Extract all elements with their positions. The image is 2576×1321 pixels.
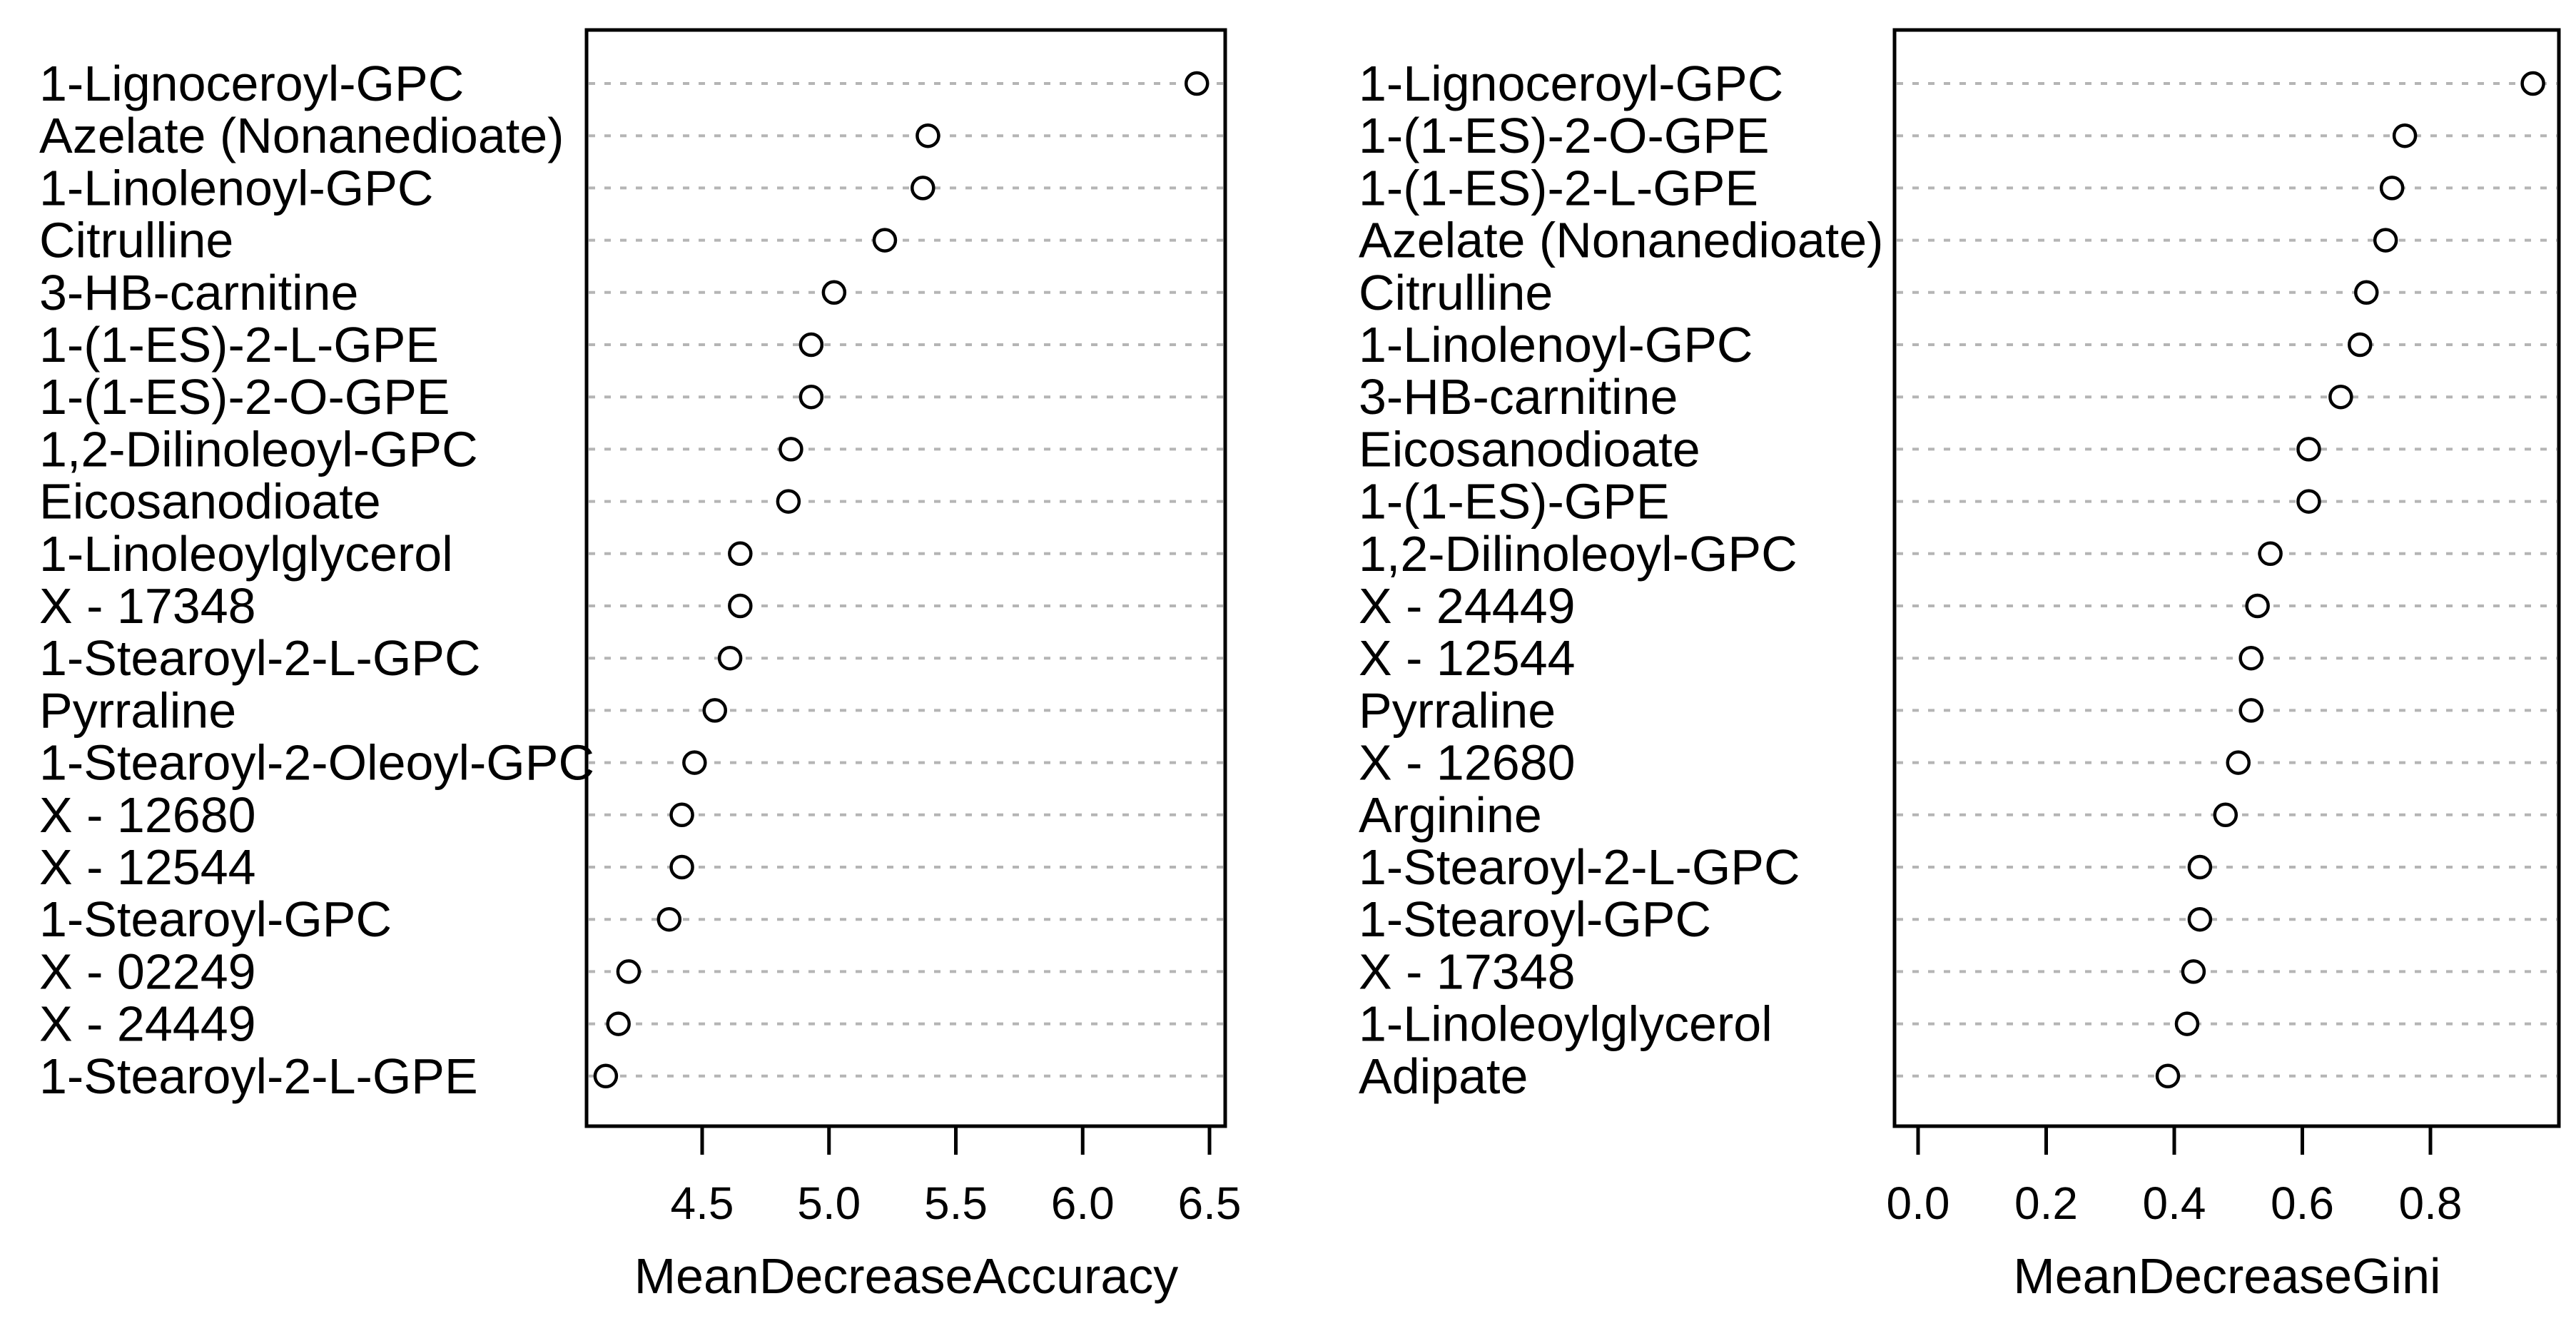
data-point xyxy=(798,384,824,410)
category-label: 1,2-Dilinoleoyl-GPC xyxy=(1359,526,1797,582)
category-label: Eicosanodioate xyxy=(1359,421,1700,477)
category-label: X - 24449 xyxy=(1359,578,1576,634)
category-label: 3-HB-carnitine xyxy=(39,265,358,320)
data-point xyxy=(2226,750,2251,775)
data-point xyxy=(2187,906,2213,932)
category-label: X - 12680 xyxy=(39,787,256,843)
data-point xyxy=(728,593,753,619)
data-point xyxy=(911,176,935,201)
data-point xyxy=(779,437,803,462)
x-axis-tick-label: 5.0 xyxy=(797,1178,861,1229)
category-label: Pyrraline xyxy=(39,682,236,738)
category-label: Azelate (Nonanedioate) xyxy=(1359,213,1883,268)
data-point xyxy=(2213,802,2238,828)
data-point xyxy=(2181,959,2206,984)
data-point xyxy=(2245,593,2270,619)
x-axis-tick-label: 4.5 xyxy=(671,1178,734,1229)
category-label: X - 17348 xyxy=(1359,943,1576,999)
data-point xyxy=(656,906,682,932)
category-label: X - 02249 xyxy=(39,943,256,999)
category-label: Citrulline xyxy=(39,213,233,268)
category-label: X - 12544 xyxy=(1359,630,1576,686)
data-point xyxy=(776,489,801,514)
x-axis-tick-label: 0.8 xyxy=(2399,1178,2463,1229)
data-point xyxy=(2379,176,2405,201)
panel-accuracy: 4.5 5.0 5.5 6.0 6.5 1-Lignoceroyl-GPCAzelate … xyxy=(39,28,1242,1229)
category-label: 1-Linoleoylglycerol xyxy=(39,526,453,582)
data-point xyxy=(2187,854,2213,880)
data-point xyxy=(606,1011,631,1036)
category-label: 1-Lignoceroyl-GPC xyxy=(39,56,464,111)
category-label: Eicosanodioate xyxy=(39,474,381,530)
x-axis-tick-label: 6.0 xyxy=(1051,1178,1115,1229)
data-point xyxy=(669,802,694,828)
category-label: Pyrraline xyxy=(1359,682,1556,738)
plot-border xyxy=(584,28,1227,1128)
category-label: 1-Stearoyl-GPC xyxy=(1359,891,1711,947)
panel-gini: 0.0 0.2 0.4 0.6 0.81-Lignoceroyl-GPC1-(1-ES)… xyxy=(1359,28,2561,1229)
data-point xyxy=(2328,384,2353,410)
data-point xyxy=(616,959,642,984)
category-label: 1-Stearoyl-GPC xyxy=(39,891,392,947)
data-point xyxy=(2296,437,2321,462)
x-axis-tick-label: 5.5 xyxy=(924,1178,988,1229)
x-axis-tick-label: 6.5 xyxy=(1178,1178,1242,1229)
category-label: 1-Linolenoyl-GPC xyxy=(1359,317,1753,373)
data-point xyxy=(2354,280,2379,305)
category-label: 1-(1-ES)-2-L-GPE xyxy=(1359,160,1758,216)
plot-border xyxy=(1892,28,2561,1128)
x-axis-title-gini: MeanDecreaseGini xyxy=(2013,1248,2441,1304)
category-label: 1-Stearoyl-2-L-GPC xyxy=(1359,839,1800,895)
data-point xyxy=(2238,645,2263,671)
category-label: 1-(1-ES)-GPE xyxy=(1359,474,1670,530)
x-axis-tick-label: 0.0 xyxy=(1887,1178,1950,1229)
category-label: 1-Linolenoyl-GPC xyxy=(39,160,433,216)
data-point xyxy=(682,750,707,775)
x-axis-tick-label: 0.6 xyxy=(2271,1178,2334,1229)
category-label: 1-Stearoyl-2-Oleoyl-GPC xyxy=(39,735,594,791)
data-point xyxy=(2373,228,2398,253)
data-point xyxy=(2296,489,2321,514)
data-point xyxy=(2174,1011,2200,1036)
category-label: Arginine xyxy=(1359,787,1542,843)
data-point xyxy=(1184,71,1210,96)
data-point xyxy=(2258,541,2283,567)
data-point xyxy=(821,280,847,305)
data-point xyxy=(798,332,824,358)
data-point xyxy=(2348,332,2373,358)
category-label: Citrulline xyxy=(1359,265,1553,320)
category-label: 1-Linoleoylglycerol xyxy=(1359,996,1773,1052)
category-label: 1,2-Dilinoleoyl-GPC xyxy=(39,421,478,477)
data-point xyxy=(872,228,898,253)
category-label: Adipate xyxy=(1359,1048,1528,1104)
data-point xyxy=(2520,71,2545,96)
data-point xyxy=(669,854,694,880)
data-point xyxy=(702,698,728,723)
data-point xyxy=(2155,1063,2181,1089)
category-label: 1-Stearoyl-2-L-GPE xyxy=(39,1048,478,1104)
data-point xyxy=(2238,698,2263,723)
category-label: X - 12680 xyxy=(1359,735,1576,791)
category-label: 1-(1-ES)-2-L-GPE xyxy=(39,317,439,373)
data-point xyxy=(916,123,940,148)
category-label: 3-HB-carnitine xyxy=(1359,369,1678,425)
category-label: X - 17348 xyxy=(39,578,256,634)
category-label: X - 24449 xyxy=(39,996,256,1052)
category-label: 1-Lignoceroyl-GPC xyxy=(1359,56,1783,111)
category-label: X - 12544 xyxy=(39,839,256,895)
data-point xyxy=(728,541,753,567)
category-label: 1-(1-ES)-2-O-GPE xyxy=(39,369,450,425)
x-axis-title-accuracy: MeanDecreaseAccuracy xyxy=(634,1248,1179,1304)
x-axis-tick-label: 0.4 xyxy=(2143,1178,2206,1229)
x-axis-tick-label: 0.2 xyxy=(2014,1178,2078,1229)
category-label: Azelate (Nonanedioate) xyxy=(39,108,564,163)
category-label: 1-Stearoyl-2-L-GPC xyxy=(39,630,481,686)
data-point xyxy=(593,1063,619,1089)
data-point xyxy=(2392,123,2418,148)
data-point xyxy=(717,645,743,671)
category-label: 1-(1-ES)-2-O-GPE xyxy=(1359,108,1770,163)
